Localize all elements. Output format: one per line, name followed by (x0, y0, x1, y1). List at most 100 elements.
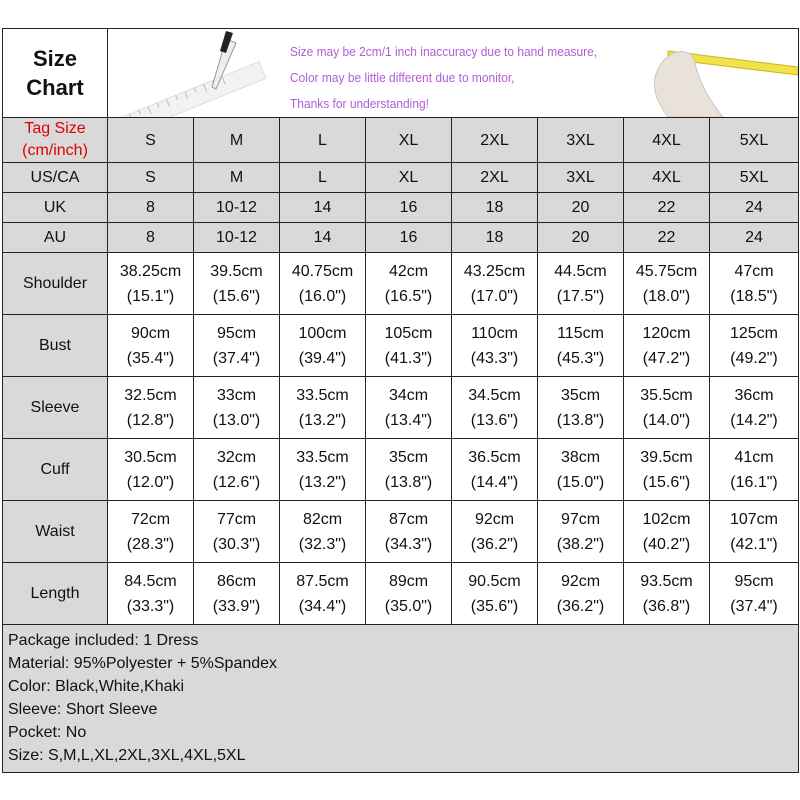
tag-size-row: Tag Size (cm/inch) S M L XL 2XL 3XL 4XL 5XL (2, 117, 799, 163)
cm-value: 35cm (388, 448, 429, 466)
tag-size-cell: XL (365, 117, 452, 163)
tag-size-label-line: (cm/inch) (22, 142, 88, 159)
measurement-cell: 45.75cm (18.0") (623, 252, 710, 315)
cm-value: 39.5cm (640, 448, 693, 466)
cm-value: 107cm (729, 510, 779, 528)
inch-value: (39.4") (298, 349, 347, 367)
measurement-cell: 39.5cm (15.6") (193, 252, 280, 315)
inch-value: (32.3") (298, 535, 347, 553)
inch-value: (34.4") (298, 597, 347, 615)
tag-size-label: Tag Size (cm/inch) (2, 117, 108, 163)
disclaimer-text: Size may be 2cm/1 inch inaccuracy due to… (290, 39, 597, 117)
cm-value: 105cm (384, 324, 433, 342)
product-notes-row: Package included: 1 Dress Material: 95%Po… (2, 624, 799, 773)
size-cell: 14 (279, 222, 366, 253)
note-line: Pocket: No (8, 724, 87, 741)
cm-value: 42cm (388, 262, 429, 280)
cm-value: 72cm (130, 510, 171, 528)
measurement-cell: 72cm (28.3") (107, 500, 194, 563)
measurement-cell: 125cm (49.2") (709, 314, 799, 377)
inch-value: (15.1") (126, 287, 175, 305)
measurement-cell: 33.5cm (13.2") (279, 438, 366, 501)
note-line: Color: Black,White,Khaki (8, 678, 185, 695)
product-notes: Package included: 1 Dress Material: 95%Po… (2, 624, 799, 773)
size-chart-table: Size Chart (2, 28, 799, 773)
disclaimer-line: Size may be 2cm/1 inch inaccuracy due to… (290, 44, 598, 59)
size-cell: 2XL (451, 162, 538, 193)
size-cell: 16 (365, 222, 452, 253)
row-label: US/CA (2, 162, 108, 193)
note-line: Package included: 1 Dress (8, 632, 199, 649)
inch-value: (47.2") (642, 349, 691, 367)
row-label: Shoulder (2, 252, 108, 315)
inch-value: (13.4") (384, 411, 433, 429)
measurement-cell: 90.5cm (35.6") (451, 562, 538, 625)
inch-value: (16.5") (384, 287, 433, 305)
cm-value: 33.5cm (296, 448, 349, 466)
title-line: Chart (26, 75, 84, 100)
measurement-cell: 35cm (13.8") (365, 438, 452, 501)
measurement-row-shoulder: Shoulder 38.25cm (15.1") 39.5cm (15.6") 40.75… (2, 252, 799, 315)
inch-value: (33.9") (212, 597, 261, 615)
cm-value: 41cm (734, 448, 774, 466)
inch-value: (16.0") (298, 287, 347, 305)
inch-value: (41.3") (384, 349, 433, 367)
measurement-cell: 107cm (42.1") (709, 500, 799, 563)
inch-value: (12.6") (212, 473, 261, 491)
cm-value: 120cm (642, 324, 691, 342)
row-label: Waist (2, 500, 108, 563)
measurement-row-sleeve: Sleeve 32.5cm (12.8") 33cm (13.0") 33.5cm (13.… (2, 376, 799, 439)
inch-value: (42.1") (730, 535, 778, 553)
inch-value: (14.0") (642, 411, 691, 429)
disclaimer-line: Color may be little different due to mon… (290, 70, 515, 85)
cm-value: 34.5cm (468, 386, 521, 404)
inch-value: (14.4") (470, 473, 519, 491)
inch-value: (15.0") (556, 473, 605, 491)
cm-value: 44.5cm (554, 262, 607, 280)
measurement-row-cuff: Cuff 30.5cm (12.0") 32cm (12.6") 33.5cm (13.2"… (2, 438, 799, 501)
cm-value: 34cm (388, 386, 429, 404)
conversion-row-us-ca: US/CA S M L XL 2XL 3XL 4XL 5XL (2, 162, 799, 193)
cm-value: 90.5cm (468, 572, 521, 590)
measurement-cell: 30.5cm (12.0") (107, 438, 194, 501)
row-label: Sleeve (2, 376, 108, 439)
size-cell: M (193, 162, 280, 193)
measurement-cell: 36.5cm (14.4") (451, 438, 538, 501)
row-label: Bust (2, 314, 108, 377)
measurement-cell: 102cm (40.2") (623, 500, 710, 563)
row-label: Cuff (2, 438, 108, 501)
cm-value: 32cm (216, 448, 257, 466)
inch-value: (37.4") (730, 597, 778, 615)
size-cell: 22 (623, 192, 710, 223)
measurement-cell: 33cm (13.0") (193, 376, 280, 439)
cm-value: 87cm (388, 510, 429, 528)
inch-value: (12.0") (126, 473, 175, 491)
inch-value: (17.0") (470, 287, 519, 305)
cm-value: 89cm (388, 572, 429, 590)
measurement-cell: 35.5cm (14.0") (623, 376, 710, 439)
size-cell: 16 (365, 192, 452, 223)
inch-value: (34.3") (384, 535, 433, 553)
disclaimer-banner: Size may be 2cm/1 inch inaccuracy due to… (107, 28, 799, 118)
inch-value: (13.0") (212, 411, 261, 429)
measurement-cell: 89cm (35.0") (365, 562, 452, 625)
cm-value: 33.5cm (296, 386, 349, 404)
measurement-cell: 100cm (39.4") (279, 314, 366, 377)
size-cell: 24 (709, 222, 799, 253)
measurement-cell: 38.25cm (15.1") (107, 252, 194, 315)
note-line: Material: 95%Polyester + 5%Spandex (8, 655, 278, 672)
measurement-cell: 82cm (32.3") (279, 500, 366, 563)
cm-value: 115cm (557, 324, 604, 342)
cm-value: 33cm (216, 386, 257, 404)
tag-size-cell: 5XL (709, 117, 799, 163)
measurement-cell: 95cm (37.4") (709, 562, 799, 625)
inch-value: (14.2") (730, 411, 778, 429)
tag-size-cell: 3XL (537, 117, 624, 163)
measurement-cell: 90cm (35.4") (107, 314, 194, 377)
disclaimer-line: Thanks for understanding! (290, 96, 429, 111)
measurement-cell: 44.5cm (17.5") (537, 252, 624, 315)
cm-value: 92cm (560, 572, 601, 590)
size-cell: 3XL (537, 162, 624, 193)
measurement-cell: 36cm (14.2") (709, 376, 799, 439)
note-line: Sleeve: Short Sleeve (8, 701, 158, 718)
